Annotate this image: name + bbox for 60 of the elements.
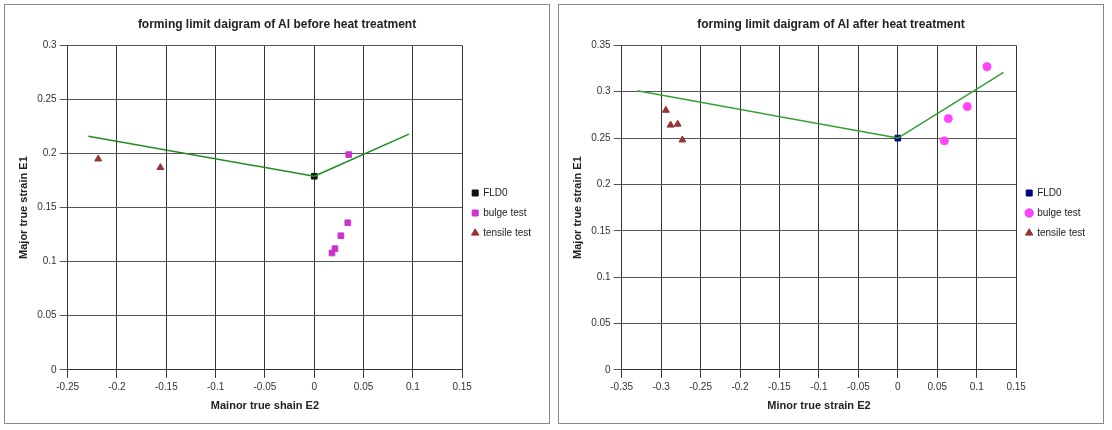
x-axis-title: Mainor true shain E2	[210, 399, 320, 412]
legend-label: bulge test	[1037, 206, 1081, 218]
x-tick-label: -0.15	[154, 380, 179, 392]
point	[156, 163, 165, 171]
y-tick-label: 0.25	[37, 93, 58, 105]
y-tick-label: 0.05	[591, 317, 612, 329]
x-tick-label: 0.1	[969, 380, 985, 392]
x-tick-label: 0.05	[353, 380, 374, 392]
legend-label: FLD0	[1037, 186, 1063, 198]
point	[337, 232, 345, 240]
point	[94, 154, 103, 162]
legend-label: tensile test	[1037, 226, 1086, 238]
x-tick-label: -0.05	[846, 380, 871, 392]
y-tick-label: 0	[51, 363, 58, 375]
chart-title: forming limit daigram of Al after heat treatment	[697, 16, 965, 31]
x-tick-label: 0.15	[452, 380, 473, 392]
point	[962, 102, 972, 112]
y-tick-label: 0.15	[591, 224, 612, 236]
point	[678, 135, 687, 143]
point	[943, 114, 953, 124]
x-tick-label: -0.2	[731, 380, 750, 392]
y-tick-label: 0.05	[37, 309, 58, 321]
point	[345, 151, 353, 158]
legend-label: FLD0	[483, 186, 509, 198]
point	[344, 219, 352, 227]
x-tick-label: 0	[311, 380, 318, 392]
chart-title: forming limit daigram of Al before heat treatment	[137, 16, 417, 31]
point	[673, 119, 682, 127]
y-axis-title: Major true strain E1	[570, 156, 583, 259]
point	[939, 136, 949, 146]
y-tick-label: 0.3	[596, 85, 612, 97]
x-tick-label: -0.35	[610, 380, 634, 392]
y-tick-label: 0.1	[596, 270, 612, 282]
y-tick-label: 0.15	[37, 201, 58, 213]
y-axis-title: Major true strain E1	[16, 156, 29, 259]
y-tick-label: 0.35	[591, 39, 612, 51]
x-tick-label: -0.05	[253, 380, 277, 392]
point	[661, 105, 670, 113]
x-tick-label: -0.15	[768, 380, 792, 392]
y-tick-label: 0.2	[42, 147, 58, 159]
x-tick-label: 0.05	[927, 380, 948, 392]
legend-label: tensile test	[483, 226, 532, 238]
y-tick-label: 0.25	[591, 131, 612, 143]
y-tick-label: 0	[605, 363, 612, 375]
point	[666, 120, 675, 128]
x-tick-label: -0.1	[207, 380, 225, 392]
x-tick-label: -0.25	[56, 380, 80, 392]
legend-label: bulge test	[483, 206, 527, 218]
x-tick-label: -0.1	[810, 380, 828, 392]
x-tick-label: 0	[895, 380, 902, 392]
y-tick-label: 0.1	[42, 255, 58, 267]
x-tick-label: 0.1	[405, 380, 421, 392]
x-tick-label: 0.15	[1006, 380, 1027, 392]
y-tick-label: 0.2	[596, 178, 612, 190]
x-tick-label: -0.2	[108, 380, 127, 392]
x-tick-label: -0.3	[652, 380, 671, 392]
y-tick-label: 0.3	[42, 39, 58, 51]
point	[982, 62, 992, 72]
x-axis-title: Minor true strain E2	[767, 399, 871, 412]
x-tick-label: -0.25	[689, 380, 713, 392]
